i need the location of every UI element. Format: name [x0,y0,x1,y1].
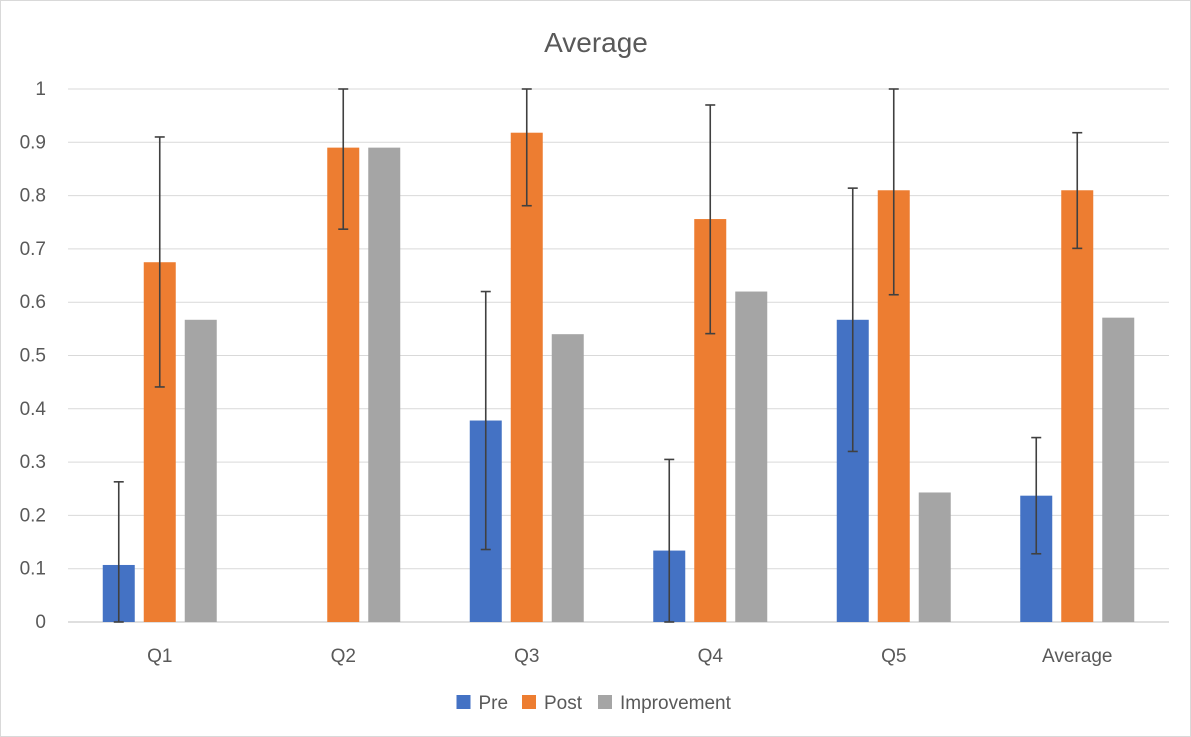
gridlines [68,88,1169,623]
bar-improvement-q1 [184,319,217,622]
y-tick-label: 0.6 [20,292,46,313]
x-tick-label: Q5 [881,646,906,667]
legend-swatch-post [522,695,536,709]
x-axis-ticks: Q1 Q2 Q3 Q4 Q5 Average [147,646,1112,667]
bar-improvement-q4 [735,291,768,622]
bar-improvement-average [1102,317,1135,622]
legend-label-improvement: Improvement [620,693,732,714]
legend-label-post: Post [544,693,583,714]
bar-improvement-q3 [551,334,584,622]
legend: Pre Post Improvement [456,693,732,714]
x-tick-label: Q1 [147,646,172,667]
bar-post-average [1061,190,1094,622]
chart-title: Average [544,27,648,58]
legend-label-pre: Pre [479,693,509,714]
x-tick-label: Q3 [514,646,539,667]
x-tick-label: Q4 [698,646,724,667]
y-tick-label: 0.9 [20,132,46,153]
y-axis-ticks: 0 0.1 0.2 0.3 0.4 0.5 0.6 0.7 0.8 0.9 1 [20,79,47,633]
y-tick-label: 0.7 [20,239,46,260]
legend-swatch-improvement [598,695,612,709]
x-tick-label: Average [1042,646,1112,667]
bar-post-q3 [510,132,543,622]
y-tick-label: 0.4 [20,399,47,420]
bars [102,132,1135,622]
y-tick-label: 0.8 [20,186,46,207]
y-tick-label: 1 [35,79,46,100]
legend-swatch-pre [456,695,471,709]
y-tick-label: 0.1 [20,559,46,580]
bar-improvement-q2 [368,147,401,622]
x-tick-label: Q2 [331,646,356,667]
bar-improvement-q5 [918,492,951,622]
y-tick-label: 0.2 [20,505,46,526]
y-tick-label: 0.3 [20,452,46,473]
error-bars [113,88,1083,623]
y-tick-label: 0 [35,612,46,633]
y-tick-label: 0.5 [20,346,46,367]
